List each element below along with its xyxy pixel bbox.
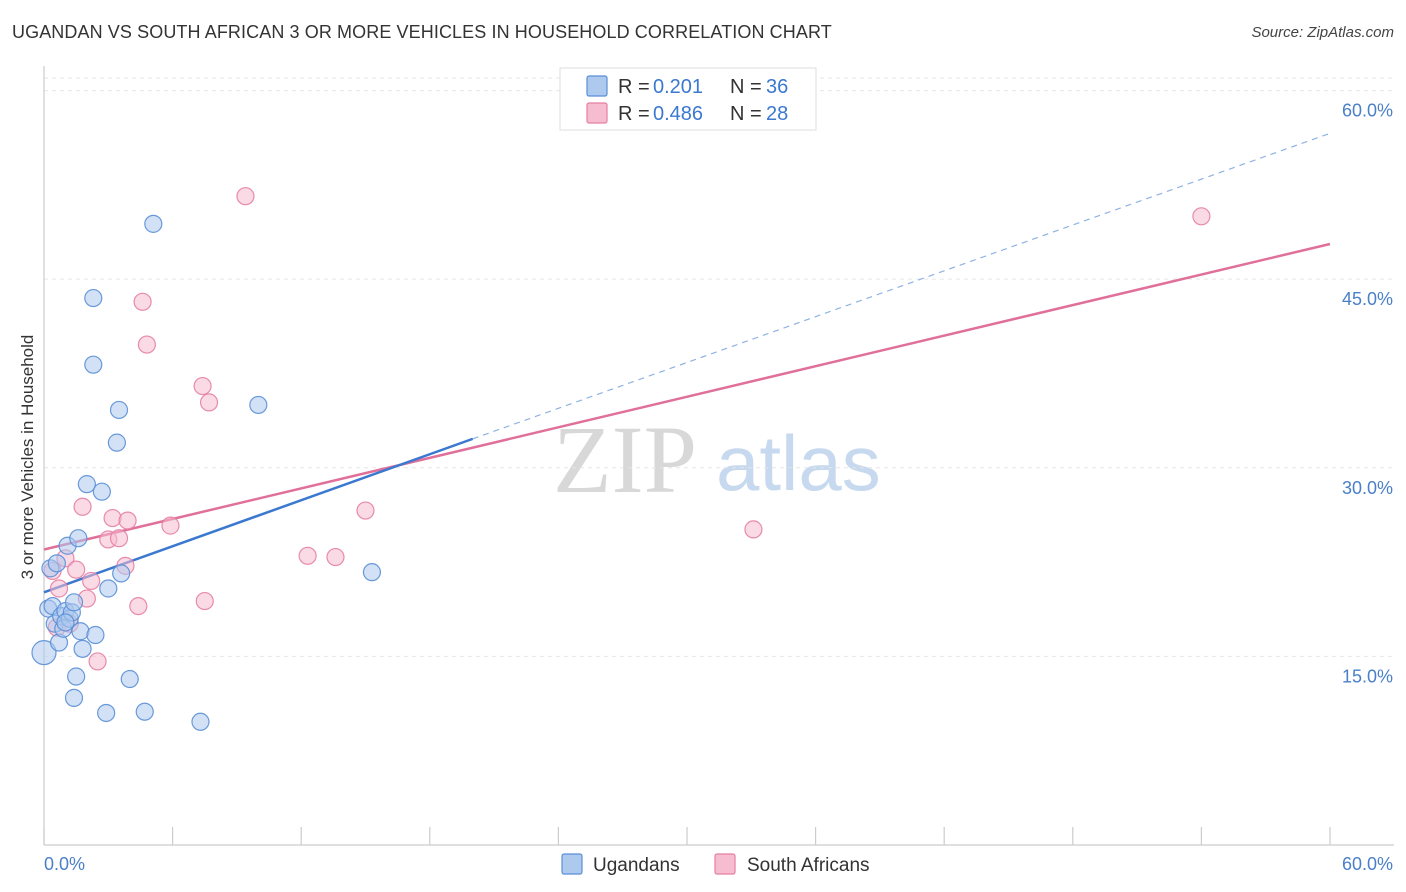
y-tick-label: 15.0% — [1342, 666, 1393, 686]
point-ugandan — [86, 625, 105, 645]
point-south-african — [103, 508, 122, 528]
point-ugandan — [47, 554, 66, 573]
point-south-african — [129, 596, 148, 616]
x-tick-label-max: 60.0% — [1342, 854, 1393, 874]
legend-n-value-south-africans: 28 — [766, 103, 788, 125]
point-south-african — [133, 292, 152, 311]
point-ugandan — [99, 579, 118, 598]
chart-title: UGANDAN VS SOUTH AFRICAN 3 OR MORE VEHIC… — [12, 22, 832, 42]
tick-labels: 15.0% 30.0% 45.0% 60.0% 0.0% 60.0% — [44, 101, 1393, 874]
point-south-african — [161, 516, 180, 535]
bottom-legend-label-ugandans: Ugandans — [593, 855, 680, 876]
point-ugandan — [31, 640, 57, 666]
watermark-atlas: atlas — [716, 419, 881, 507]
x-tick-label-min: 0.0% — [44, 854, 85, 874]
point-ugandan — [71, 622, 90, 641]
point-south-african — [744, 520, 763, 539]
legend-r-value-ugandans: 0.201 — [653, 76, 703, 98]
point-south-african — [193, 376, 212, 396]
point-ugandan — [249, 395, 268, 415]
point-ugandan — [84, 355, 103, 374]
source-attribution: Source: ZipAtlas.com — [1251, 24, 1394, 41]
bottom-legend-swatch-ugandans — [561, 853, 583, 875]
point-ugandan — [69, 529, 88, 548]
point-ugandan — [97, 703, 116, 723]
point-south-african — [137, 335, 156, 354]
point-ugandan — [92, 482, 111, 501]
trend-line-ugandans-extrapolated — [472, 132, 1331, 440]
point-ugandan — [191, 712, 210, 731]
point-south-african — [49, 579, 69, 598]
top-legend: R = 0.201 N = 36 R = 0.486 N = 28 — [559, 67, 817, 131]
point-ugandan — [135, 702, 154, 721]
y-tick-label: 30.0% — [1342, 478, 1393, 498]
trend-lines — [43, 132, 1331, 594]
y-tick-label: 60.0% — [1342, 101, 1393, 121]
bottom-legend-label-south-africans: South Africans — [747, 855, 870, 876]
point-ugandan — [144, 214, 163, 233]
point-south-african — [109, 529, 129, 548]
legend-n-label-south-africans: N = — [730, 103, 762, 125]
point-south-african — [73, 497, 92, 516]
point-south-african — [195, 591, 214, 611]
bottom-legend: Ugandans South Africans — [561, 853, 870, 876]
point-south-african — [298, 546, 317, 565]
point-south-african — [67, 560, 86, 579]
watermark-zip: ZIP — [553, 406, 697, 513]
point-ugandan — [67, 667, 86, 686]
point-ugandan — [362, 563, 382, 582]
point-ugandan — [64, 593, 84, 612]
legend-r-value-south-africans: 0.486 — [653, 103, 703, 125]
point-ugandan — [84, 288, 103, 308]
legend-n-value-ugandans: 36 — [766, 76, 788, 98]
legend-swatch-ugandans — [586, 75, 608, 97]
point-ugandan — [120, 669, 139, 689]
point-south-african — [326, 547, 345, 567]
point-south-african — [199, 393, 219, 412]
point-ugandan — [56, 613, 75, 632]
point-ugandan — [73, 639, 92, 658]
legend-swatch-south-africans — [586, 102, 608, 124]
point-ugandan — [112, 564, 131, 583]
point-south-african — [118, 511, 137, 530]
point-south-african — [1192, 207, 1211, 226]
point-south-african — [356, 501, 375, 520]
y-tick-label: 45.0% — [1342, 289, 1393, 309]
point-ugandan — [64, 688, 84, 707]
axes — [43, 66, 1394, 846]
data-points — [31, 187, 1211, 731]
legend-r-label-south-africans: R = — [618, 103, 650, 125]
point-ugandan — [109, 400, 129, 420]
bottom-legend-swatch-south-africans — [714, 853, 736, 875]
point-south-african — [236, 187, 255, 206]
grid-lines — [44, 77, 1394, 657]
point-south-african — [88, 652, 107, 671]
point-south-african — [82, 571, 101, 591]
y-axis-label: 3 or more Vehicles in Household — [18, 335, 37, 580]
legend-r-label-ugandans: R = — [618, 76, 650, 98]
trend-line-south-africans — [43, 242, 1331, 551]
point-ugandan — [77, 475, 96, 494]
point-ugandan — [107, 433, 126, 452]
legend-n-label-ugandans: N = — [730, 76, 762, 98]
